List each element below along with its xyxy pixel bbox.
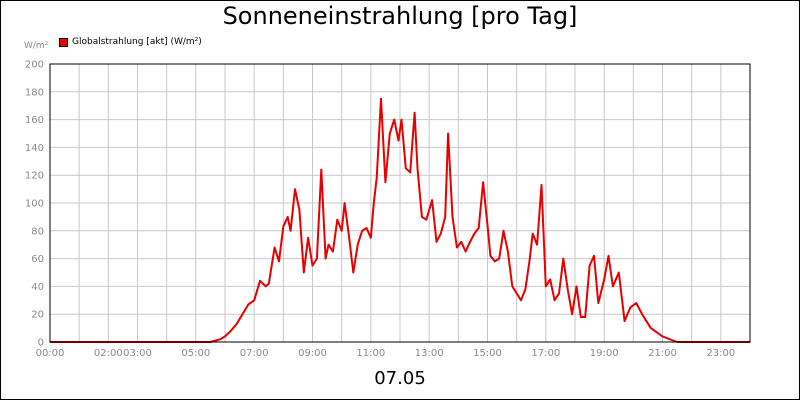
x-tick-label: 07:00 — [240, 348, 269, 359]
y-tick-label: 20 — [31, 310, 44, 321]
plot-border — [49, 63, 751, 343]
x-tick-label: 00:00 — [36, 348, 65, 359]
x-tick-label: 13:00 — [415, 348, 444, 359]
y-unit-label: W/m² — [24, 41, 49, 51]
series-layer — [50, 97, 750, 343]
x-tick-label: 02:00 — [94, 348, 123, 359]
y-tick-label: 180 — [25, 87, 44, 98]
x-tick-label: 17:00 — [531, 348, 560, 359]
y-tick-label: 40 — [31, 282, 44, 293]
x-tick-label: 23:00 — [706, 348, 735, 359]
x-tick-label: 05:00 — [181, 348, 210, 359]
series-line — [50, 97, 750, 343]
grid — [49, 63, 751, 343]
legend-label: Globalstrahlung [akt] (W/m²) — [72, 37, 202, 47]
legend-swatch — [59, 37, 68, 47]
y-tick-label: 140 — [25, 143, 44, 154]
date-label: 07.05 — [374, 368, 426, 389]
x-tick-label: 21:00 — [648, 348, 677, 359]
y-tick-label: 0 — [38, 338, 44, 349]
y-tick-label: 80 — [31, 226, 44, 237]
tick-labels: 0 20 40 60 80 100 120 140 160 180 200 00:00 02:00 03:… — [25, 60, 735, 360]
y-tick-label: 160 — [25, 115, 44, 126]
x-tick-label: 15:00 — [473, 348, 502, 359]
x-tick-label: 09:00 — [298, 348, 327, 359]
y-tick-label: 120 — [25, 171, 44, 182]
legend: Globalstrahlung [akt] (W/m²) — [59, 37, 202, 47]
x-tick-label: 11:00 — [356, 348, 385, 359]
x-tick-label: 03:00 — [123, 348, 152, 359]
y-tick-label: 200 — [25, 60, 44, 71]
chart-title: Sonneneinstrahlung [pro Tag] — [222, 2, 578, 30]
y-tick-label: 60 — [31, 254, 44, 265]
y-tick-label: 100 — [25, 199, 44, 210]
x-tick-label: 19:00 — [590, 348, 619, 359]
